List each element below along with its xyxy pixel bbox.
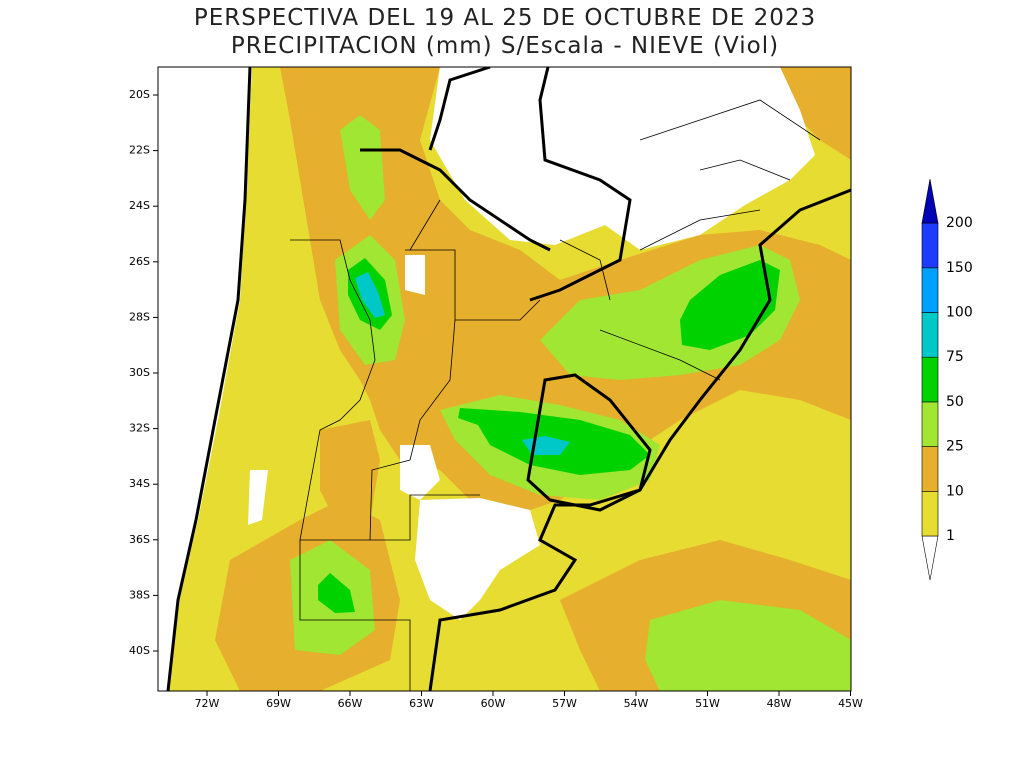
field bbox=[780, 67, 851, 160]
legend-swatch bbox=[921, 401, 939, 447]
lon-label: 57W bbox=[552, 697, 577, 710]
legend-label: 75 bbox=[946, 349, 964, 365]
lon-label: 72W bbox=[195, 697, 220, 710]
field bbox=[320, 420, 380, 530]
field bbox=[355, 272, 385, 318]
legend-label: 25 bbox=[946, 439, 964, 455]
lat-label: 20S bbox=[129, 88, 150, 101]
border bbox=[428, 67, 491, 151]
lat-label: 30S bbox=[129, 366, 150, 379]
legend: 1 10 25 50 75 100 150 200 bbox=[921, 179, 973, 581]
legend-label: 50 bbox=[946, 394, 964, 410]
field bbox=[318, 573, 355, 613]
lon-label: 66W bbox=[338, 697, 363, 710]
axes: 20S 22S 24S 26S 28S 30S 32S 34S 36S 38S 40S 72W 69W 6… bbox=[129, 88, 863, 710]
legend-label: 10 bbox=[946, 483, 964, 499]
legend-label: 1 bbox=[946, 528, 955, 544]
lon-label: 54W bbox=[624, 697, 649, 710]
legend-label: 150 bbox=[946, 260, 973, 276]
subtitle: PRECIPITACION (mm) S/Escala - NIEVE (Vio… bbox=[231, 33, 779, 59]
lon-label: 45W bbox=[838, 697, 863, 710]
lat-label: 22S bbox=[129, 144, 150, 157]
coastline bbox=[529, 67, 632, 302]
title: PERSPECTIVA DEL 19 AL 25 DE OCTUBRE DE 2… bbox=[194, 5, 816, 31]
lat-label: 34S bbox=[129, 477, 150, 490]
map-frame bbox=[157, 66, 852, 692]
lon-label: 48W bbox=[767, 697, 792, 710]
no-rain bbox=[158, 67, 252, 691]
lat-label: 24S bbox=[129, 199, 150, 212]
legend-swatch bbox=[921, 312, 939, 358]
no-rain bbox=[415, 498, 540, 620]
lat-label: 38S bbox=[129, 588, 150, 601]
no-rain bbox=[430, 67, 815, 250]
legend-swatch bbox=[921, 267, 939, 313]
lat-label: 32S bbox=[129, 422, 150, 435]
legend-swatch bbox=[921, 356, 939, 403]
lat-label: 26S bbox=[129, 255, 150, 268]
legend-label: 200 bbox=[946, 215, 973, 231]
lon-label: 60W bbox=[481, 697, 506, 710]
legend-swatch bbox=[921, 490, 939, 537]
lat-label: 28S bbox=[129, 310, 150, 323]
legend-arrow-low bbox=[921, 535, 939, 581]
province-border bbox=[559, 99, 821, 301]
no-rain bbox=[405, 255, 425, 295]
no-rain bbox=[248, 470, 268, 525]
lat-label: 36S bbox=[129, 533, 150, 546]
lat-label: 40S bbox=[129, 644, 150, 657]
map bbox=[158, 67, 851, 691]
border bbox=[526, 373, 652, 512]
border bbox=[360, 148, 551, 252]
lon-label: 69W bbox=[266, 697, 291, 710]
province-border bbox=[290, 199, 761, 691]
legend-swatch bbox=[921, 446, 939, 492]
legend-swatch bbox=[921, 222, 939, 269]
legend-label: 100 bbox=[946, 305, 973, 321]
coastline bbox=[428, 188, 851, 691]
lon-label: 63W bbox=[409, 697, 434, 710]
legend-arrow-high bbox=[921, 179, 939, 224]
field bbox=[340, 115, 385, 220]
lon-label: 51W bbox=[695, 697, 720, 710]
field bbox=[280, 67, 851, 520]
coastline bbox=[166, 67, 252, 691]
field bbox=[645, 600, 851, 691]
